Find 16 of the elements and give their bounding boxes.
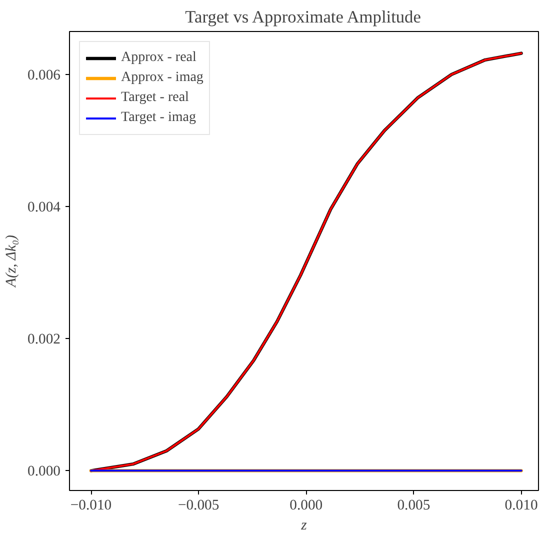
x-tick-label: 0.010 — [504, 498, 538, 514]
legend-label: Approx - real — [121, 50, 196, 66]
y-tick-label: 0.006 — [28, 67, 61, 84]
x-tick-label: 0.005 — [397, 498, 430, 514]
y-tick-label: 0.002 — [28, 332, 61, 348]
legend-label: Target - real — [121, 90, 189, 106]
x-tick-label: −0.010 — [70, 498, 112, 514]
chart-title: Target vs Approximate Amplitude — [185, 8, 422, 26]
legend-label: Approx - imag — [121, 70, 204, 86]
x-axis-title: z — [300, 518, 308, 534]
legend-label: Target - imag — [121, 110, 196, 126]
y-tick-label: 0.000 — [28, 464, 61, 480]
y-axis-title: A(z, Δk₀) — [4, 234, 20, 288]
x-tick-label: −0.005 — [178, 498, 220, 514]
y-tick-label: 0.004 — [28, 200, 62, 216]
x-tick-label: 0.000 — [290, 498, 323, 514]
